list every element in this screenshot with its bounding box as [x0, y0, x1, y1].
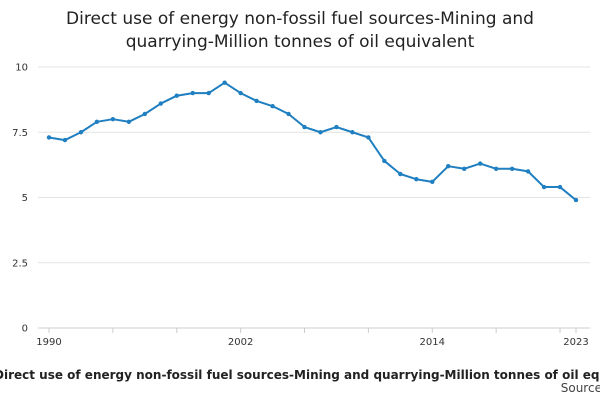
- data-point[interactable]: [525, 169, 531, 174]
- data-point[interactable]: [190, 90, 195, 96]
- data-point[interactable]: [462, 166, 467, 171]
- data-point[interactable]: [254, 98, 259, 104]
- source-label: Source:: [560, 381, 600, 395]
- chart-title: Direct use of energy non-fossil fuel sou…: [0, 8, 600, 54]
- data-point[interactable]: [541, 184, 547, 190]
- data-point[interactable]: [94, 119, 100, 125]
- y-axis: 0 2.5 5 7.5 10: [12, 63, 28, 335]
- data-point[interactable]: [398, 171, 403, 177]
- data-point[interactable]: [446, 163, 451, 169]
- series-line: [48, 81, 577, 202]
- y-tick-label: 5: [22, 193, 28, 204]
- data-point[interactable]: [350, 130, 355, 135]
- gridlines: [38, 66, 590, 264]
- data-point[interactable]: [318, 130, 323, 135]
- data-point[interactable]: [126, 119, 132, 125]
- y-tick-label: 2.5: [12, 258, 28, 269]
- series-group: [46, 80, 579, 203]
- y-tick-label: 10: [15, 63, 28, 74]
- data-point[interactable]: [302, 124, 307, 130]
- data-point[interactable]: [414, 177, 419, 182]
- data-point[interactable]: [174, 93, 179, 98]
- data-point[interactable]: [366, 135, 371, 140]
- data-point[interactable]: [110, 117, 116, 122]
- y-tick-label: 0: [22, 324, 28, 335]
- data-point[interactable]: [382, 158, 387, 164]
- data-point[interactable]: [270, 103, 275, 109]
- data-point[interactable]: [493, 166, 499, 171]
- data-point[interactable]: [158, 101, 163, 106]
- data-point[interactable]: [430, 179, 435, 185]
- data-point[interactable]: [509, 166, 515, 171]
- legend-series-label: Direct use of energy non-fossil fuel sou…: [0, 368, 600, 382]
- data-point[interactable]: [206, 90, 211, 96]
- x-axis-labels: 1990 2002 2014 2023: [36, 337, 588, 348]
- data-point[interactable]: [557, 184, 563, 190]
- data-point[interactable]: [222, 80, 227, 85]
- x-tick-label: 2014: [420, 337, 445, 348]
- x-tick-label: 2002: [228, 337, 253, 348]
- data-point[interactable]: [46, 135, 52, 140]
- y-tick-label: 7.5: [12, 128, 28, 139]
- x-axis: [38, 327, 590, 333]
- data-point[interactable]: [334, 124, 339, 130]
- data-point[interactable]: [62, 137, 68, 143]
- chart-title-line-2: quarrying-Million tonnes of oil equivale…: [125, 32, 475, 52]
- x-tick-label: 1990: [36, 337, 61, 348]
- data-point[interactable]: [238, 90, 243, 96]
- chart-title-line-1: Direct use of energy non-fossil fuel sou…: [66, 9, 534, 29]
- legend: Direct use of energy non-fossil fuel sou…: [0, 364, 600, 383]
- data-point[interactable]: [573, 197, 579, 203]
- data-point[interactable]: [286, 111, 291, 117]
- x-tick-label: 2023: [563, 337, 588, 348]
- data-point[interactable]: [477, 161, 483, 166]
- data-point[interactable]: [78, 130, 84, 135]
- data-point[interactable]: [142, 111, 148, 117]
